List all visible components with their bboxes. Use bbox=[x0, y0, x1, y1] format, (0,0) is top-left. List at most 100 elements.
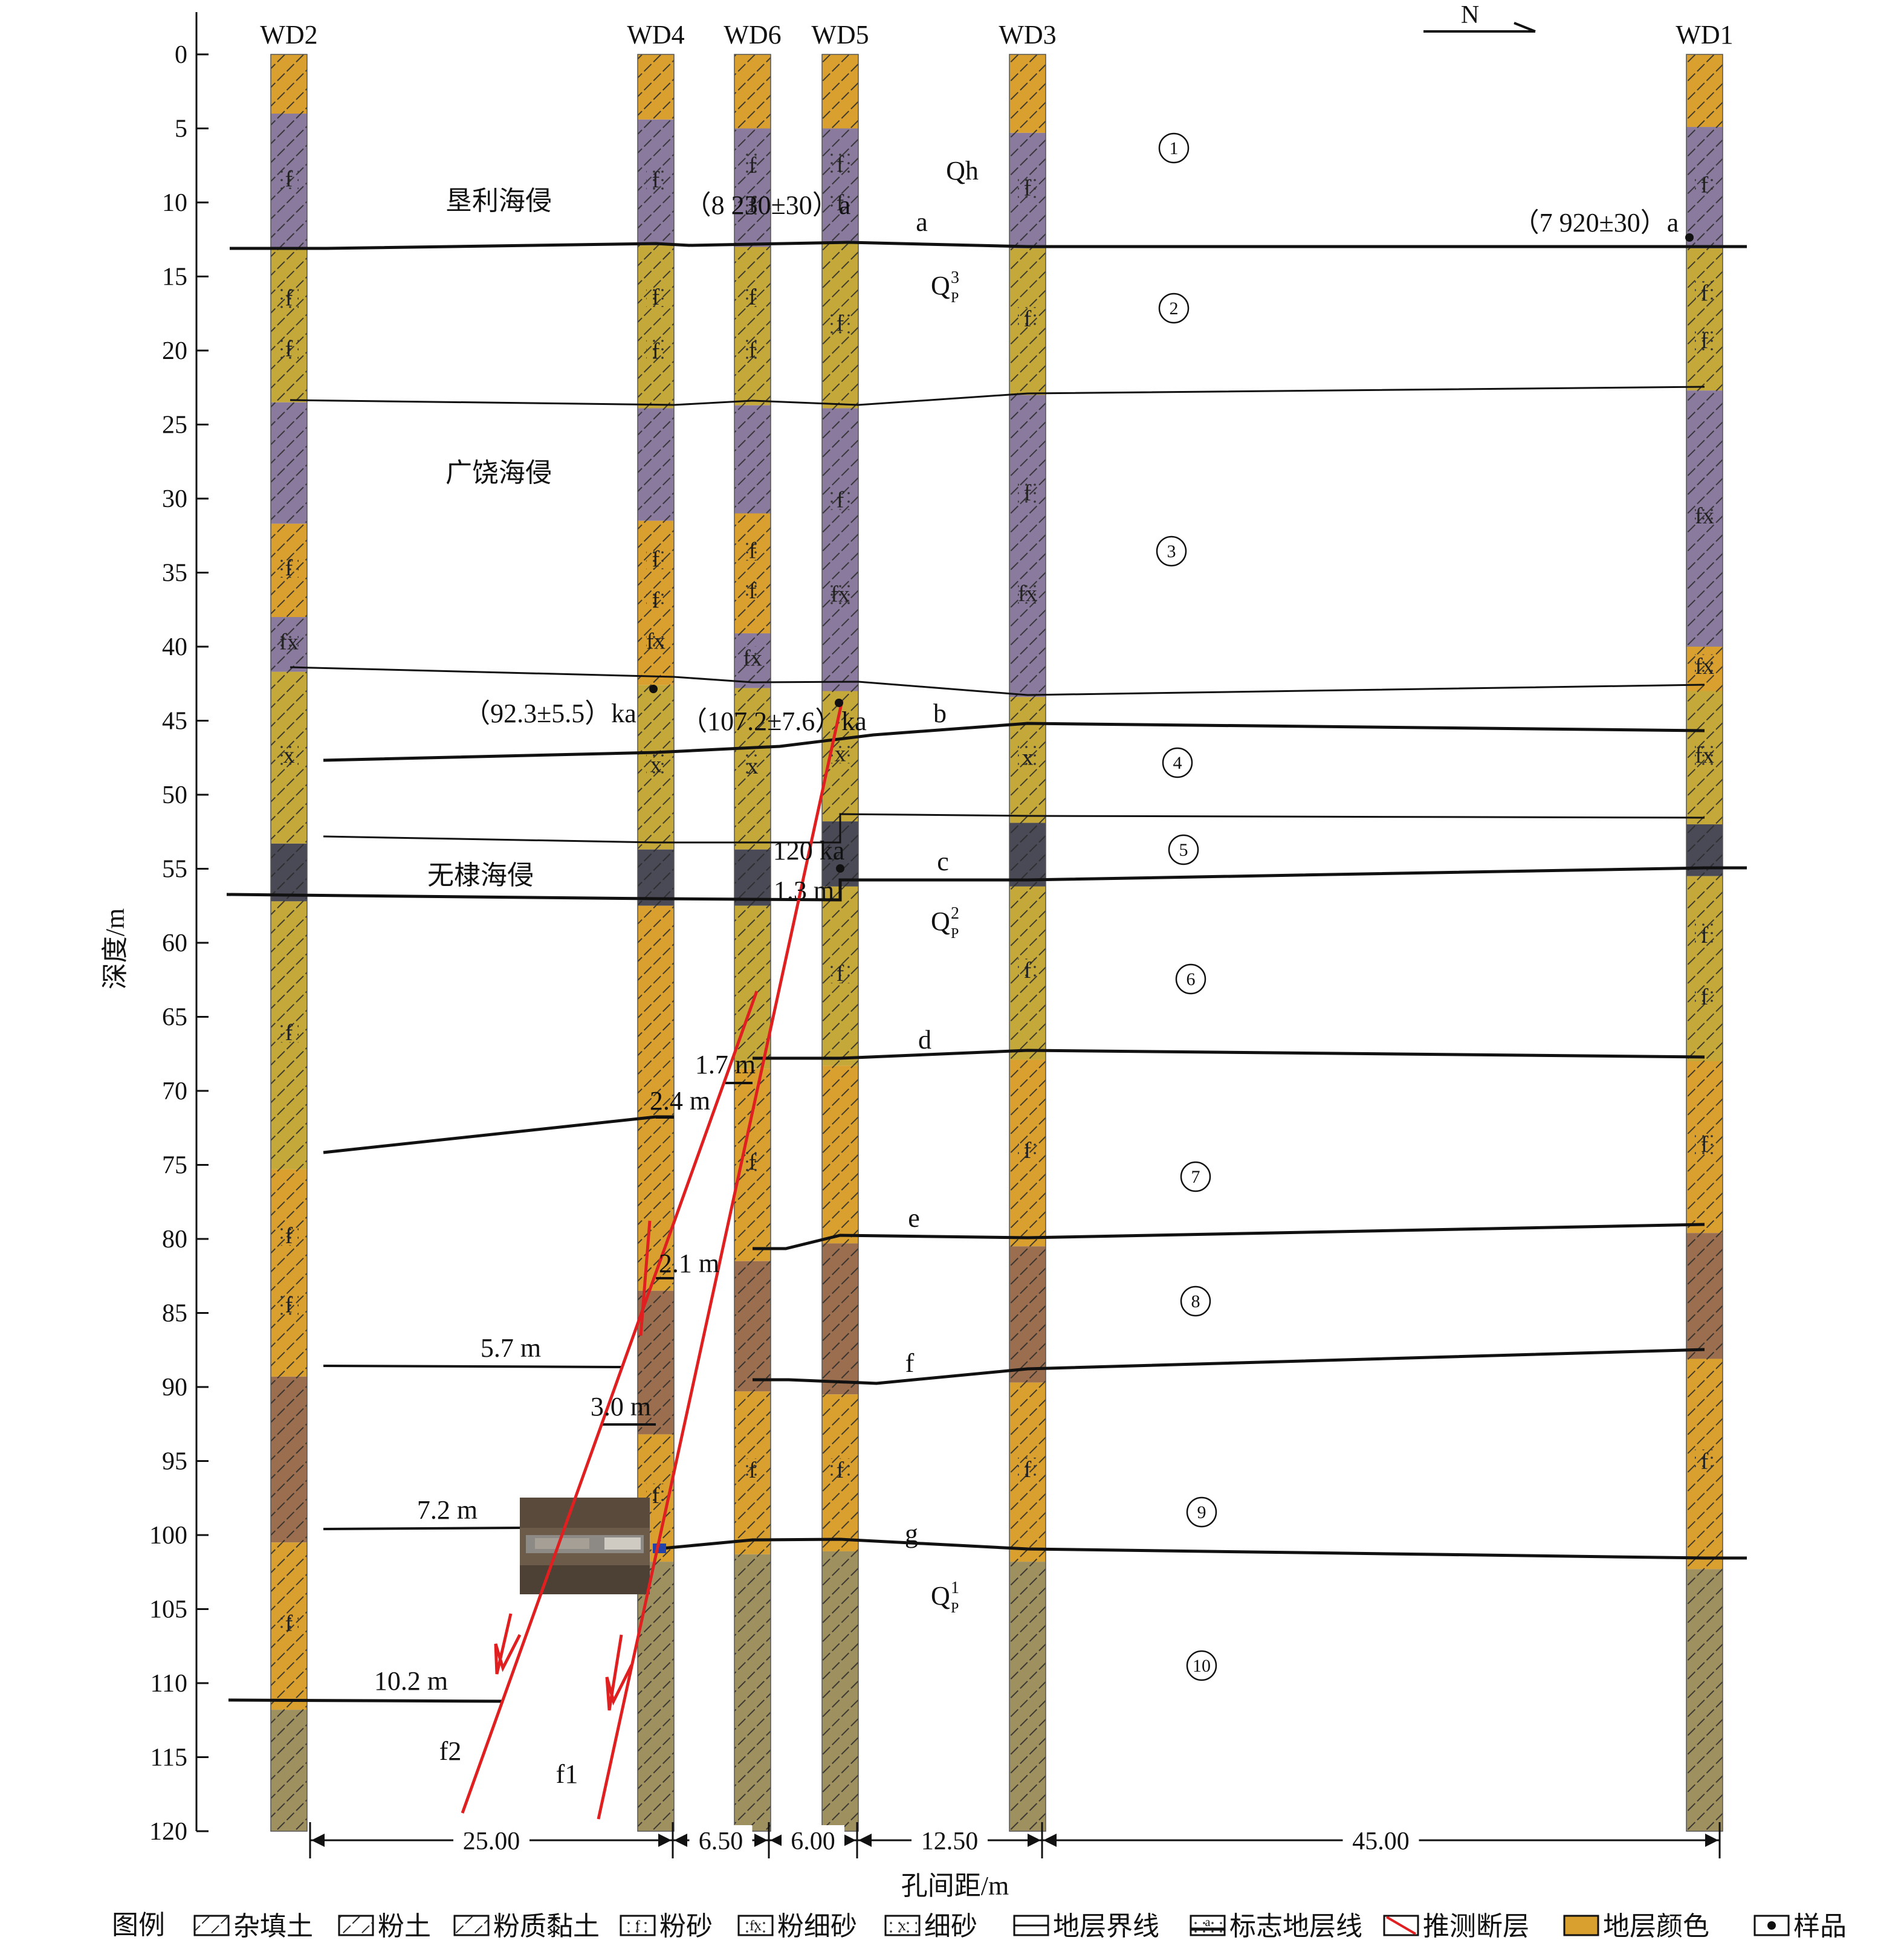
lithology-mark: f bbox=[837, 190, 844, 216]
sand-dots bbox=[743, 285, 762, 307]
marker-line-label: f bbox=[905, 1348, 915, 1378]
spacing-arrow bbox=[770, 1834, 783, 1847]
depth-tick-label: 100 bbox=[149, 1522, 187, 1550]
boundary-line bbox=[290, 386, 1705, 406]
column-outline bbox=[1009, 54, 1046, 1832]
north-arrow: N bbox=[1423, 1, 1536, 33]
depth-tick-label: 70 bbox=[162, 1078, 187, 1105]
lithology-mark: fx bbox=[1695, 654, 1714, 679]
sand-dots bbox=[279, 1293, 299, 1315]
sample-point bbox=[835, 699, 843, 707]
marker-line-label: g bbox=[905, 1519, 918, 1548]
depth-tick-label: 25 bbox=[162, 412, 187, 439]
stratum-hatch bbox=[1009, 823, 1046, 887]
svg-text:4: 4 bbox=[1173, 753, 1182, 773]
lithology-mark: f bbox=[749, 1150, 757, 1175]
depth-tick-label: 75 bbox=[162, 1152, 187, 1180]
boundary-line-b bbox=[323, 722, 1705, 762]
lithology-mark: f bbox=[285, 1020, 293, 1046]
stratum-hatch bbox=[822, 128, 858, 244]
spacing-arrow bbox=[1028, 1834, 1041, 1847]
legend-label: 粉质黏土 bbox=[493, 1912, 600, 1941]
lithology-mark: f bbox=[1701, 984, 1709, 1010]
legend-label: 杂填土 bbox=[233, 1912, 313, 1941]
column-outline bbox=[1686, 54, 1723, 1832]
stratum-hatch bbox=[822, 1243, 858, 1395]
legend-label: 地层界线 bbox=[1053, 1912, 1159, 1941]
depth-tick-label: 35 bbox=[162, 560, 187, 587]
stratum-hatch bbox=[822, 54, 858, 129]
svg-text:Q: Q bbox=[931, 1581, 950, 1611]
lithology-mark: f bbox=[285, 167, 293, 192]
stratum-hatch bbox=[271, 250, 307, 403]
lithology-mark: fx bbox=[1018, 581, 1037, 607]
offset-label: 1.3 m bbox=[774, 876, 834, 905]
well-label-wd5: WD5 bbox=[811, 20, 869, 50]
sand-dots bbox=[279, 286, 299, 308]
svg-text:a: a bbox=[1205, 1916, 1211, 1929]
sand-dots bbox=[743, 1458, 762, 1481]
sand-dots bbox=[1695, 743, 1714, 765]
column-outline bbox=[270, 54, 308, 1832]
sample-point bbox=[1685, 233, 1694, 242]
sand-dots bbox=[646, 285, 665, 307]
depth-tick-label: 120 bbox=[149, 1818, 187, 1846]
lithology-mark: f bbox=[652, 339, 660, 364]
lithology-mark: fx bbox=[831, 582, 850, 607]
svg-text:9: 9 bbox=[1197, 1502, 1206, 1522]
sand-dots bbox=[1695, 654, 1714, 676]
sand-dots bbox=[279, 743, 299, 765]
svg-text:fx: fx bbox=[750, 1918, 762, 1934]
legend-label: 粉土 bbox=[378, 1912, 431, 1941]
lithology-mark: f bbox=[749, 538, 757, 564]
boundary-line bbox=[323, 1115, 674, 1154]
borehole-column-wd3: f f f fx x f f f bbox=[1009, 54, 1046, 1832]
stratum-hatch bbox=[822, 1551, 858, 1831]
lithology-mark: fx bbox=[279, 629, 299, 655]
sand-dots bbox=[1695, 281, 1714, 303]
boundary-line bbox=[323, 1365, 623, 1368]
lithology-mark: f bbox=[749, 192, 757, 218]
svg-text:5: 5 bbox=[1179, 840, 1188, 860]
depth-tick-label: 110 bbox=[151, 1670, 187, 1698]
sand-dots bbox=[831, 152, 850, 175]
sand-dots bbox=[1695, 923, 1714, 945]
svg-text:1: 1 bbox=[951, 1579, 959, 1597]
transgression-label: 无棣海侵 bbox=[427, 861, 534, 890]
age-label: （8 230±30）a bbox=[685, 190, 851, 220]
sand-dots bbox=[743, 538, 762, 561]
layer-number-circle: 3 bbox=[1156, 535, 1187, 567]
stratum-hatch bbox=[1009, 1246, 1046, 1383]
well-label-wd6: WD6 bbox=[724, 20, 781, 50]
stratum-hatch bbox=[1686, 876, 1723, 1061]
age-label: （92.3±5.5）ka bbox=[464, 699, 636, 728]
spacing-arrow bbox=[658, 1834, 672, 1847]
lithology-mark: f bbox=[285, 1223, 293, 1249]
sand-dots bbox=[1695, 173, 1714, 195]
stratum-hatch bbox=[271, 1710, 307, 1831]
stratum-hatch bbox=[638, 849, 674, 906]
legend-label: 细砂 bbox=[924, 1912, 977, 1941]
depth-axis-title: 深度/m bbox=[100, 908, 130, 989]
sand-dots bbox=[279, 1021, 299, 1043]
marker-line-label: a bbox=[916, 207, 928, 237]
age-label: （7 920±30）a bbox=[1513, 208, 1679, 238]
lithology-mark: f bbox=[1024, 1457, 1032, 1482]
lithology-mark: f bbox=[1024, 175, 1032, 201]
depth-tick-label: 45 bbox=[162, 708, 187, 735]
sand-dots bbox=[831, 1458, 850, 1481]
sand-dots bbox=[743, 1150, 762, 1172]
inferred-faults bbox=[461, 700, 844, 1820]
lithology-mark: f bbox=[652, 1483, 660, 1508]
legend-item: f 粉砂 bbox=[620, 1912, 713, 1941]
depth-tick-label: 60 bbox=[162, 929, 187, 957]
boundary-line-d bbox=[753, 1049, 1705, 1060]
sample-point bbox=[649, 685, 658, 693]
lithology-mark: f bbox=[837, 311, 844, 337]
lithology-mark: f bbox=[749, 1458, 757, 1483]
depth-tick-label: 95 bbox=[162, 1448, 187, 1476]
svg-text:6: 6 bbox=[1187, 969, 1196, 989]
layer-number-circle: 1 bbox=[1158, 132, 1190, 164]
